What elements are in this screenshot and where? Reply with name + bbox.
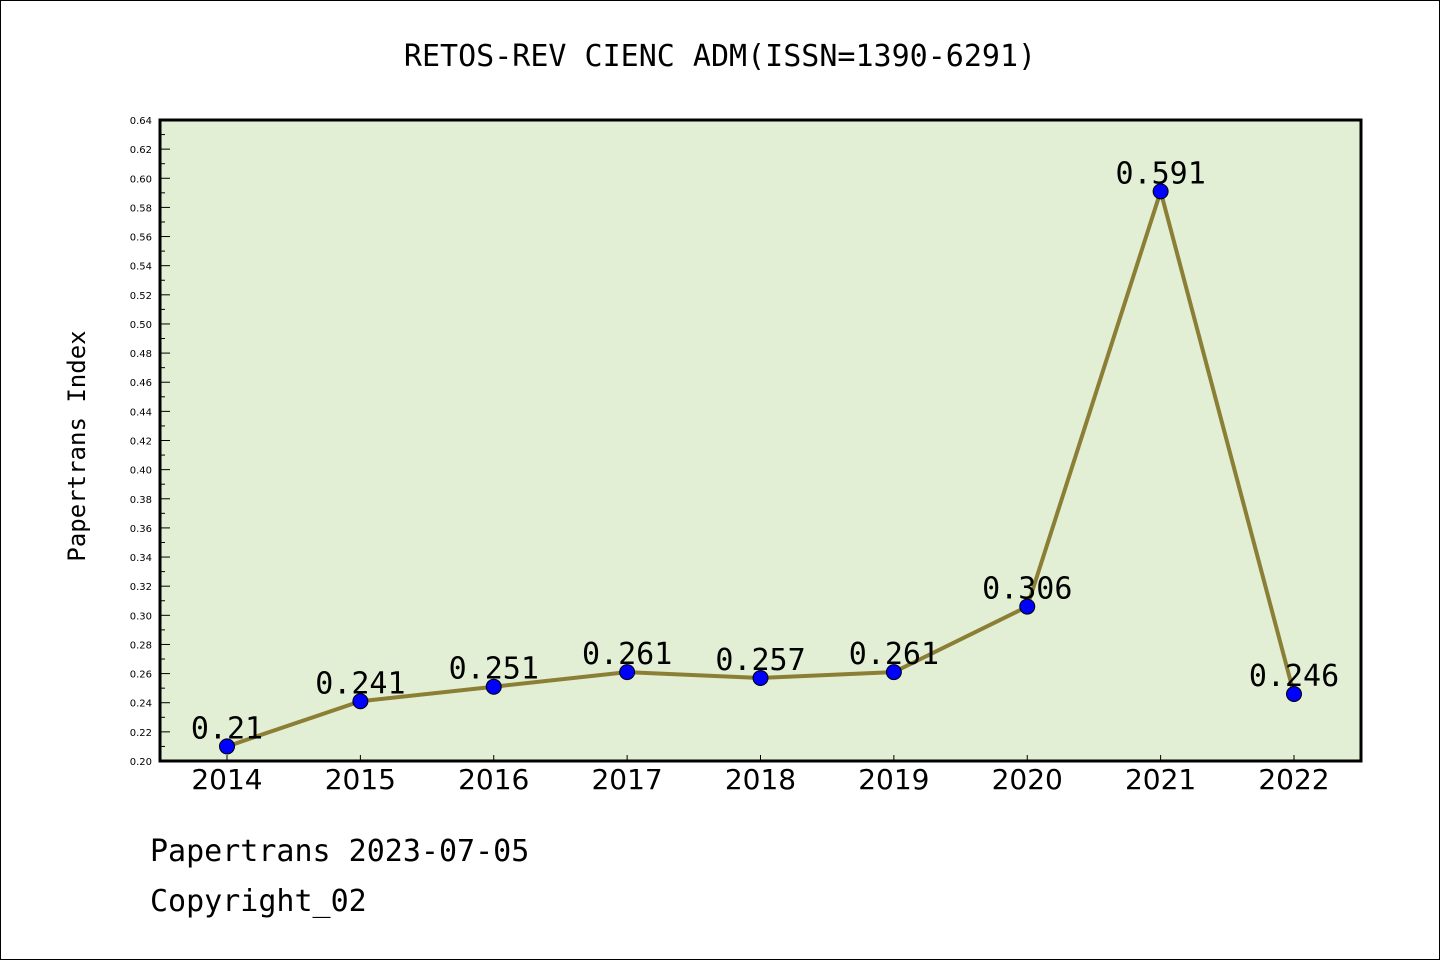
data-label: 0.251 bbox=[449, 652, 539, 687]
x-tick-label: 2020 bbox=[992, 763, 1063, 796]
data-label: 0.591 bbox=[1115, 156, 1205, 191]
x-axis-tick-labels: 2014 2015 2016 2017 2018 2019 2020 2021 2022 bbox=[191, 755, 1330, 796]
chart-title: RETOS-REV CIENC ADM(ISSN=1390-6291) bbox=[404, 39, 1036, 74]
y-tick-label: 0.26 bbox=[130, 670, 152, 681]
y-tick-label: 0.38 bbox=[130, 495, 152, 506]
data-label: 0.306 bbox=[982, 572, 1072, 607]
y-tick-label: 0.28 bbox=[130, 640, 152, 651]
y-tick-label: 0.54 bbox=[130, 262, 152, 273]
y-tick-label: 0.50 bbox=[130, 320, 152, 331]
y-tick-label: 0.22 bbox=[130, 728, 152, 739]
data-label: 0.261 bbox=[582, 637, 672, 672]
footer-date: Papertrans 2023-07-05 bbox=[150, 834, 530, 869]
data-points-layer bbox=[219, 183, 1302, 755]
y-tick-label: 0.36 bbox=[130, 524, 152, 535]
plot-area bbox=[158, 118, 1363, 763]
data-point bbox=[752, 669, 769, 686]
data-point bbox=[885, 664, 902, 681]
y-tick-label: 0.46 bbox=[130, 378, 152, 389]
x-tick-label: 2021 bbox=[1125, 763, 1196, 796]
y-tick-label: 0.48 bbox=[130, 349, 152, 360]
y-tick-label: 0.56 bbox=[130, 233, 152, 244]
y-tick-label: 0.32 bbox=[130, 582, 152, 593]
y-tick-label: 0.42 bbox=[130, 437, 152, 448]
x-tick-label: 2016 bbox=[458, 763, 529, 796]
data-labels-layer: 0.21 0.241 0.251 0.261 0.257 0.261 0.306 0.591 0… bbox=[191, 156, 1339, 746]
y-tick-label: 0.52 bbox=[130, 291, 152, 302]
x-tick-label: 2018 bbox=[725, 763, 796, 796]
data-label: 0.241 bbox=[315, 666, 405, 701]
data-label: 0.257 bbox=[715, 643, 805, 678]
data-label: 0.246 bbox=[1249, 659, 1339, 694]
data-label: 0.21 bbox=[191, 711, 263, 746]
data-label: 0.261 bbox=[849, 637, 939, 672]
data-point bbox=[1152, 183, 1169, 200]
y-axis-label: Papertrans Index bbox=[63, 330, 91, 561]
y-tick-label: 0.58 bbox=[130, 203, 152, 214]
footer-copyright: Copyright_02 bbox=[150, 884, 367, 919]
y-tick-label: 0.34 bbox=[130, 553, 152, 564]
y-tick-label: 0.64 bbox=[130, 116, 152, 127]
y-tick-label: 0.62 bbox=[130, 145, 152, 156]
y-tick-label: 0.30 bbox=[130, 611, 152, 622]
y-axis-ticks: 0.20 0.22 0.24 0.26 0.28 0.30 0.32 0.34 0.36 0.38… bbox=[130, 116, 170, 768]
y-tick-label: 0.60 bbox=[130, 174, 152, 185]
data-point bbox=[619, 664, 636, 681]
x-tick-label: 2015 bbox=[325, 763, 396, 796]
y-tick-label: 0.24 bbox=[130, 699, 152, 710]
y-tick-label: 0.40 bbox=[130, 466, 152, 477]
data-point bbox=[219, 738, 235, 755]
x-tick-label: 2019 bbox=[858, 763, 929, 796]
x-tick-label: 2022 bbox=[1258, 763, 1329, 796]
x-tick-label: 2014 bbox=[191, 763, 262, 796]
data-point bbox=[1286, 685, 1302, 702]
data-point bbox=[1019, 598, 1036, 615]
data-point bbox=[485, 678, 502, 695]
data-point bbox=[352, 693, 369, 710]
y-tick-label: 0.44 bbox=[130, 407, 152, 418]
y-tick-label: 0.20 bbox=[130, 757, 152, 768]
x-tick-label: 2017 bbox=[591, 763, 662, 796]
